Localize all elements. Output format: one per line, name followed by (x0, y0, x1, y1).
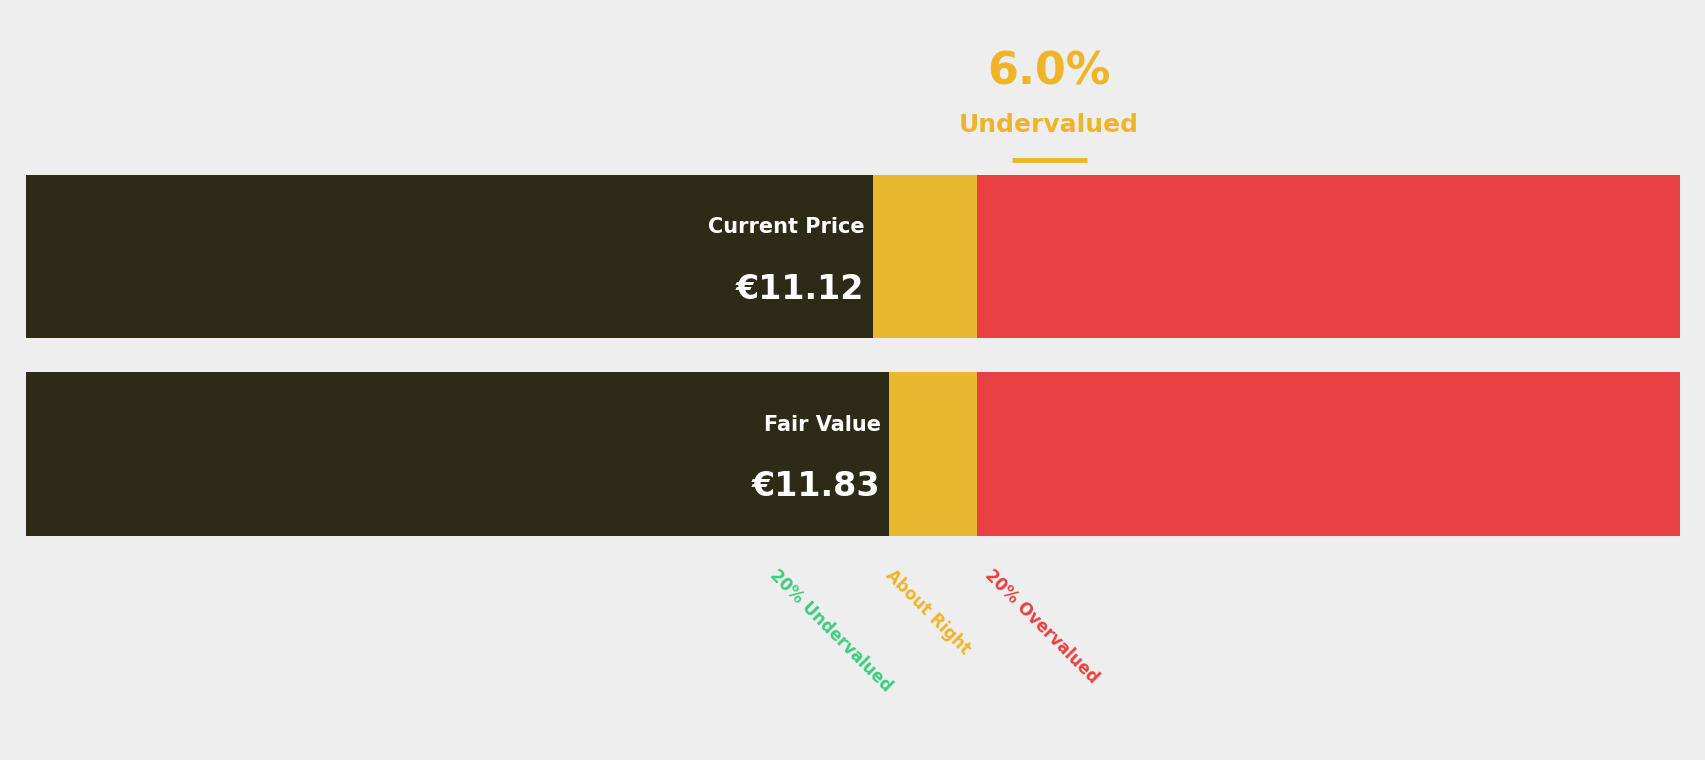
Bar (977, 175, 1679, 338)
Text: Undervalued: Undervalued (958, 113, 1139, 138)
Text: Current Price: Current Price (708, 217, 864, 237)
Text: €11.12: €11.12 (735, 273, 864, 306)
Text: 6.0%: 6.0% (987, 51, 1110, 93)
Bar (26, 372, 888, 536)
Text: €11.83: €11.83 (752, 470, 880, 503)
Bar (26, 194, 777, 319)
Bar (777, 175, 870, 338)
Bar (870, 175, 977, 338)
Bar (870, 372, 977, 536)
Bar (26, 372, 1679, 536)
Bar (777, 372, 870, 536)
Text: Fair Value: Fair Value (764, 415, 880, 435)
Text: 20% Undervalued: 20% Undervalued (766, 566, 895, 695)
Bar (26, 391, 777, 517)
Bar (26, 175, 1679, 338)
Text: About Right: About Right (881, 566, 974, 658)
Bar (977, 372, 1679, 536)
Bar (26, 175, 873, 338)
Text: 20% Overvalued: 20% Overvalued (980, 566, 1101, 687)
